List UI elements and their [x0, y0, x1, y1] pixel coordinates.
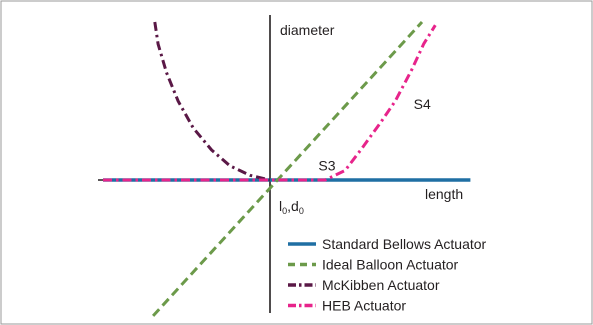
series-layer — [103, 20, 471, 317]
x-axis-label: length — [425, 186, 463, 202]
legend: Standard Bellows Actuator Ideal Balloon A… — [288, 236, 487, 314]
series-line-4 — [103, 24, 437, 182]
series-line-2 — [151, 20, 424, 317]
annotation-layer: S3 S4 — [318, 96, 431, 174]
y-axis-label: diameter — [280, 22, 335, 38]
origin-l: l — [279, 198, 282, 214]
legend-label-3: McKibben Actuator — [322, 277, 440, 293]
origin-label: l0,d0 — [279, 198, 304, 216]
series-line-3 — [153, 21, 271, 182]
text-layer: diameter length l0,d0 — [279, 22, 463, 216]
legend-label-4: HEB Actuator — [322, 298, 406, 314]
annotation-2: S4 — [414, 96, 431, 112]
legend-label-2: Ideal Balloon Actuator — [322, 257, 459, 273]
origin-l-sub: 0 — [282, 206, 287, 216]
origin-sep: , — [287, 198, 291, 214]
origin-d-sub: 0 — [299, 206, 304, 216]
origin-d: d — [291, 198, 299, 214]
annotation-1: S3 — [318, 158, 335, 174]
legend-label-1: Standard Bellows Actuator — [322, 236, 487, 252]
